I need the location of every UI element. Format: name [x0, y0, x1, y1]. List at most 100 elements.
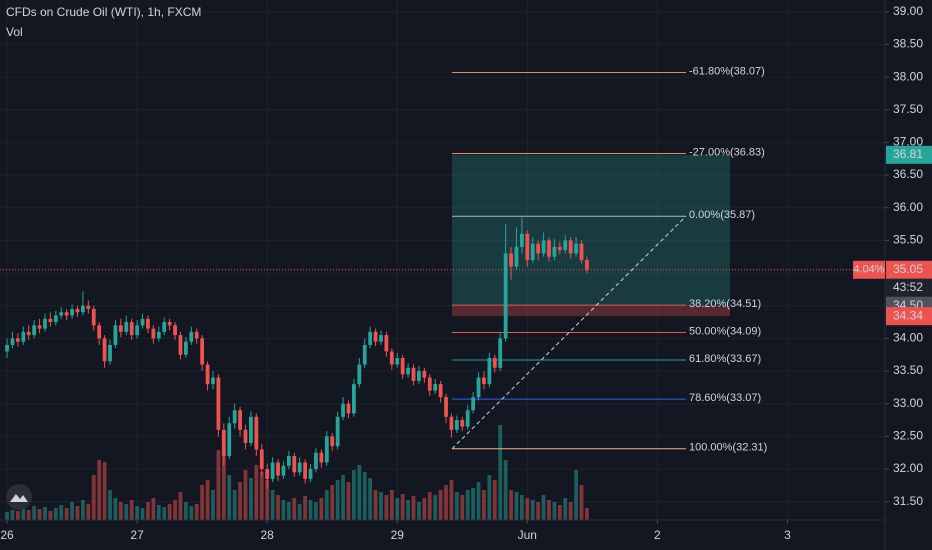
candle-body [221, 429, 226, 456]
volume-bar [503, 460, 508, 520]
volume-bar [21, 508, 26, 520]
candle-body [422, 371, 427, 378]
volume-bar [476, 482, 481, 520]
candle-body [146, 318, 150, 329]
candle-body [547, 240, 551, 257]
candle-body [124, 322, 129, 332]
candle-body [259, 449, 264, 470]
candle-body [492, 357, 497, 368]
last-price-label: 35.05 [893, 262, 923, 276]
axes: 31.5032.0032.5033.0033.5034.0034.5035.00… [0, 4, 932, 542]
candle-body [368, 331, 373, 345]
candle-body [395, 357, 400, 365]
candle-body [411, 367, 416, 381]
logo-icon[interactable] [10, 494, 28, 502]
volume-bar [156, 505, 161, 520]
volume-bar [10, 510, 15, 520]
position-stop-badge [886, 307, 932, 326]
candle-body [308, 469, 313, 479]
change-badge [853, 260, 885, 279]
volume-bar [406, 500, 410, 520]
candle-body [389, 351, 394, 365]
volume-bar [281, 500, 286, 520]
position-stop-label: 34.34 [893, 308, 923, 322]
volume-bar [265, 480, 270, 520]
chart-title: CFDs on Crude Oil (WTI), 1h, FXCM [6, 5, 201, 19]
volume-bar [460, 495, 465, 520]
candle-body [351, 384, 356, 414]
fib-level-label: 38.20%(34.51) [689, 298, 761, 310]
volume-bar [395, 498, 400, 520]
candle-body [314, 452, 318, 470]
volume-bar [118, 502, 123, 520]
volume-bar [189, 506, 194, 520]
candle-body [211, 377, 215, 385]
candle-body [471, 397, 476, 411]
y-tick-label: 38.50 [893, 37, 923, 51]
volume-bar [449, 480, 454, 520]
volume-bar [173, 500, 177, 520]
candle-body [178, 335, 183, 355]
candle-body [427, 377, 432, 391]
candle-body [384, 335, 389, 352]
candle-body [454, 420, 459, 430]
candle-body [216, 377, 221, 430]
candle-body [341, 403, 345, 417]
candle-body [297, 462, 302, 473]
candle-body [406, 367, 410, 375]
y-tick-label: 37.50 [893, 102, 923, 116]
volume-bar [341, 475, 345, 520]
candle-body [449, 416, 454, 430]
volume-bar [525, 498, 530, 520]
volume-bar [259, 472, 264, 520]
volume-bar [140, 508, 145, 520]
logo[interactable] [6, 484, 32, 510]
volume-bar [211, 490, 215, 520]
volume-bar [465, 490, 470, 520]
volume-bar [292, 498, 297, 520]
volume-bar [43, 507, 47, 520]
volume-bar [373, 490, 378, 520]
candle-body [151, 328, 156, 339]
volume-bar [216, 450, 221, 520]
volume-bar [330, 485, 335, 520]
volume-bar [487, 475, 492, 520]
volume-bar [227, 475, 232, 520]
candle-body [303, 462, 308, 479]
candle-body [482, 377, 486, 385]
volume-bar [444, 485, 448, 520]
volume-bar [91, 475, 96, 520]
volume-bar [482, 490, 486, 520]
volume-bar [297, 504, 302, 520]
drawing-tools: -61.80%(38.07) -27.00%(36.83) 0.00%(35.87)… [451, 65, 767, 454]
volume-bar [48, 511, 53, 520]
candle-body [417, 371, 421, 381]
candle-body [574, 243, 578, 254]
candle-body [579, 243, 584, 260]
volume-bar [585, 508, 589, 520]
candle-body [265, 469, 270, 479]
candle-body [108, 344, 112, 362]
candle-body [135, 325, 140, 336]
y-tick-label: 33.00 [893, 396, 923, 410]
candle-body [525, 233, 530, 260]
last-price-badge [886, 260, 932, 279]
candle-body [189, 331, 194, 342]
candle-body [433, 384, 438, 391]
candle-body [59, 312, 64, 316]
candle-body [113, 325, 118, 345]
x-tick-label: 27 [130, 528, 144, 542]
volume-bar [243, 470, 248, 520]
volume-bar [417, 502, 421, 520]
fib-level-label: 50.00%(34.09) [689, 325, 761, 337]
candle-body [487, 357, 492, 385]
volume-bar [552, 502, 557, 520]
candle-body [319, 452, 324, 463]
fib-level-label: 61.80%(33.67) [689, 353, 761, 365]
candle-body [530, 243, 535, 260]
volume-bar [37, 509, 42, 520]
logo-circle[interactable] [6, 484, 32, 510]
volume-bar [579, 485, 584, 520]
candle-body [205, 364, 210, 385]
